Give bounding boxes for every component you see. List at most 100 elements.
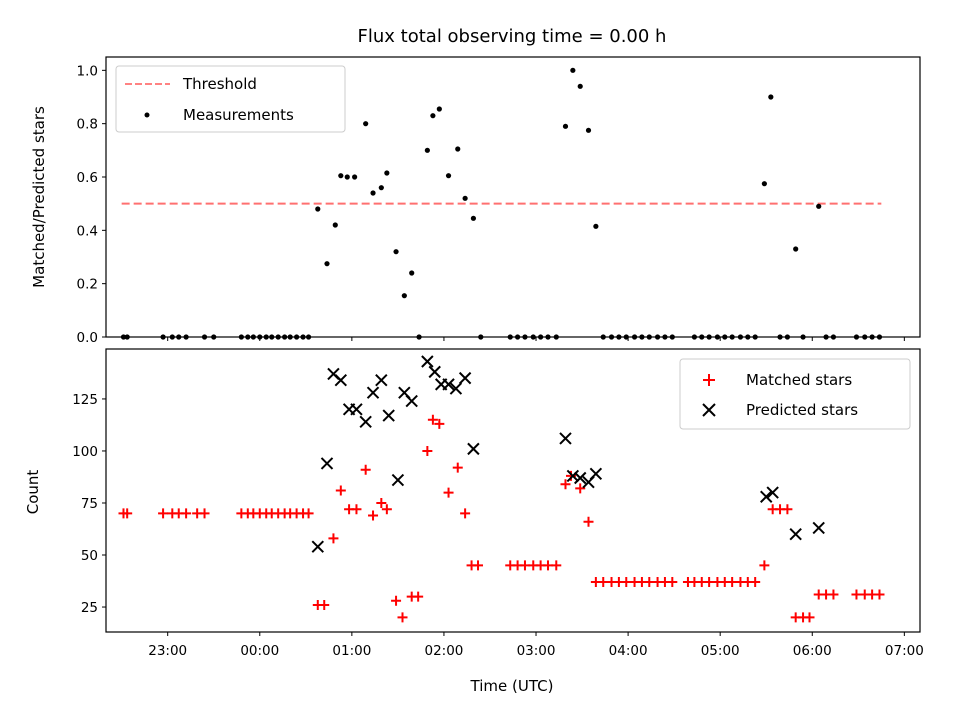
bottom-y-tick-label: 75	[81, 496, 98, 512]
predicted-star-point	[812, 521, 825, 535]
matched-star-point	[566, 470, 577, 481]
bottom-y-tick-label: 100	[72, 444, 98, 460]
top-legend: Threshold Measurements	[115, 65, 346, 133]
predicted-star-point	[589, 467, 603, 481]
measurement-point	[585, 127, 592, 133]
predicted-star-point	[789, 527, 802, 541]
matched-star-point	[434, 418, 445, 429]
matched-star-point	[551, 560, 562, 571]
measurement-point	[409, 270, 415, 276]
measurement-point	[370, 190, 376, 196]
predicted-star-point	[405, 394, 418, 408]
matched-star-point	[422, 445, 433, 456]
top-axes-frame	[105, 56, 921, 338]
measurement-point	[570, 67, 576, 73]
matched-star-point	[181, 508, 192, 519]
matched-star-point	[303, 508, 314, 519]
x-tick-label: 04:00	[609, 643, 648, 659]
bottom-y-tick-label: 125	[72, 392, 98, 408]
predicted-star-point	[458, 371, 472, 385]
matched-star-point	[413, 591, 424, 602]
x-tick-label: 05:00	[701, 643, 740, 659]
legend-predicted-label: Predicted stars	[746, 401, 858, 419]
legend-matched-swatch	[703, 374, 715, 386]
predicted-star-point	[766, 486, 779, 499]
bottom-panel: 25 50 75 100 125 Count Matched stars Predict…	[24, 348, 921, 633]
matched-star-point	[122, 508, 133, 519]
matched-star-point	[560, 479, 571, 490]
predicted-star-point	[350, 403, 363, 416]
predicted-star-point	[574, 471, 587, 485]
x-tick-label: 00:00	[240, 643, 279, 659]
matched-star-point	[158, 508, 169, 519]
matched-star-point	[351, 504, 362, 515]
matched-star-point	[828, 589, 839, 600]
bottom-y-tick-label: 25	[81, 600, 98, 616]
matched-star-point	[874, 589, 885, 600]
measurement-point	[384, 170, 390, 176]
matched-star-point	[427, 414, 438, 425]
predicted-star-point	[375, 374, 388, 387]
matched-star-point	[750, 577, 761, 588]
measurement-point	[315, 206, 321, 212]
measurement-point	[324, 261, 330, 267]
matched-star-point	[443, 487, 454, 498]
x-tick-label: 02:00	[424, 643, 463, 659]
predicted-star-point	[359, 415, 372, 429]
measurement-point	[462, 195, 468, 201]
matched-star-point	[368, 510, 379, 521]
measurement-point	[816, 203, 822, 209]
predicted-star-point	[334, 374, 348, 387]
measurement-point	[445, 173, 452, 179]
predicted-star-point	[566, 469, 580, 483]
matched-star-point	[397, 612, 408, 623]
measurement-point	[338, 173, 344, 179]
matched-star-point	[391, 595, 402, 606]
predicted-star-point	[428, 365, 441, 379]
x-axis-label: Time (UTC)	[470, 677, 554, 695]
legend-measurements-label: Measurements	[183, 106, 294, 124]
predicted-star-point	[311, 540, 324, 553]
matched-star-point	[452, 462, 463, 473]
x-tick-label: 06:00	[793, 643, 832, 659]
measurement-point	[352, 174, 358, 180]
top-y-tick-label: 0.6	[77, 170, 98, 186]
x-tick-label: 03:00	[517, 643, 556, 659]
measurement-point	[393, 249, 399, 255]
predicted-star-point	[382, 409, 395, 422]
matched-star-point	[575, 483, 586, 494]
predicted-star-point	[391, 473, 405, 487]
predicted-star-point	[421, 355, 434, 368]
predicted-star-point	[467, 442, 480, 456]
top-panel: 0.0 0.2 0.4 0.6 0.8 1.0 Matched/Predicted sta…	[30, 56, 921, 346]
matched-star-point	[381, 504, 392, 515]
measurement-point	[344, 174, 350, 180]
measurement-point	[577, 83, 583, 89]
top-y-tick-label: 0.2	[77, 277, 98, 293]
predicted-star-point	[442, 378, 455, 391]
measurement-point	[436, 106, 442, 112]
top-ylabel: Matched/Predicted stars	[30, 106, 48, 288]
matched-star-point	[782, 504, 793, 515]
legend-threshold-label: Threshold	[182, 75, 257, 93]
matched-star-point	[804, 612, 815, 623]
predicted-star-point	[760, 490, 773, 503]
x-tick-label: 23:00	[148, 643, 187, 659]
matched-star-point	[583, 516, 594, 527]
matched-star-point	[376, 497, 387, 508]
measurement-point	[401, 293, 407, 299]
predicted-star-point	[366, 386, 380, 399]
measurement-point	[793, 246, 799, 252]
top-legend-box	[115, 65, 346, 133]
measurement-point	[761, 181, 767, 187]
legend-matched-label: Matched stars	[746, 371, 852, 389]
matched-star-point	[759, 560, 770, 571]
matched-star-point	[319, 599, 330, 610]
measurement-point	[424, 147, 430, 153]
predicted-star-point	[449, 382, 463, 395]
bottom-y-tick-label: 50	[81, 548, 98, 564]
matched-star-point	[328, 533, 339, 544]
bottom-axes-frame	[105, 348, 921, 633]
legend-predicted-swatch	[702, 403, 716, 417]
measurement-point	[455, 146, 461, 152]
